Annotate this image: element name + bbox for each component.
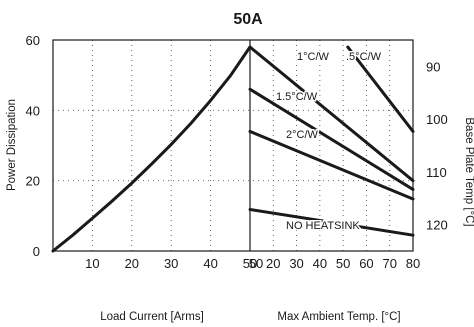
left-x-tick-label: 40 bbox=[203, 256, 217, 271]
series-line-derating bbox=[248, 208, 415, 237]
right-y-tick-label: 120 bbox=[426, 218, 448, 233]
series-annotation: .5°C/W bbox=[346, 51, 382, 63]
left-x-tick-label: 50 bbox=[243, 256, 257, 271]
series-annotation: 1.5°C/W bbox=[276, 91, 318, 103]
left-x-tick-label: 20 bbox=[125, 256, 139, 271]
right-x-tick-label: 60 bbox=[359, 256, 373, 271]
series bbox=[51, 45, 415, 253]
right-x-tick-label: 70 bbox=[382, 256, 396, 271]
left-y-tick-label: 20 bbox=[26, 174, 40, 189]
series-line-derating bbox=[346, 45, 415, 133]
right-x-tick-label: 30 bbox=[289, 256, 303, 271]
series-annotation: 1°C/W bbox=[297, 51, 330, 63]
series-line-derating bbox=[248, 45, 415, 183]
chart-title: 50A bbox=[233, 11, 263, 28]
right-y-axis-label: Base Plate Temp [°C] bbox=[463, 117, 474, 226]
left-x-tick-label: 30 bbox=[164, 256, 178, 271]
series-line-load-current bbox=[51, 45, 252, 253]
right-x-tick-label: 80 bbox=[406, 256, 420, 271]
series-annotation: NO HEATSINK bbox=[286, 220, 360, 232]
left-y-tick-label: 40 bbox=[26, 103, 40, 118]
plot-frame bbox=[52, 39, 414, 252]
left-x-axis-label: Load Current [Arms] bbox=[100, 311, 204, 323]
right-x-tick-label: 50 bbox=[336, 256, 350, 271]
series-line-derating bbox=[248, 87, 415, 191]
right-x-tick-label: 20 bbox=[266, 256, 280, 271]
series-line-derating bbox=[248, 129, 415, 201]
left-y-tick-label: 60 bbox=[26, 33, 40, 48]
left-y-tick-label: 0 bbox=[33, 244, 40, 259]
left-x-tick-label: 10 bbox=[85, 256, 99, 271]
left-y-axis-label: Power Dissipation bbox=[6, 99, 18, 191]
labels: 50A Power Dissipation Base Plate Temp [°… bbox=[6, 11, 474, 323]
right-y-tick-label: 110 bbox=[426, 165, 447, 180]
right-y-tick-label: 100 bbox=[426, 112, 448, 127]
right-x-tick-label: 40 bbox=[313, 256, 327, 271]
right-y-tick-label: 90 bbox=[426, 59, 440, 74]
right-x-tick-label: 50 bbox=[249, 256, 263, 271]
series-annotation: 2°C/W bbox=[286, 129, 319, 141]
right-x-axis-label: Max Ambient Temp. [°C] bbox=[277, 311, 400, 323]
